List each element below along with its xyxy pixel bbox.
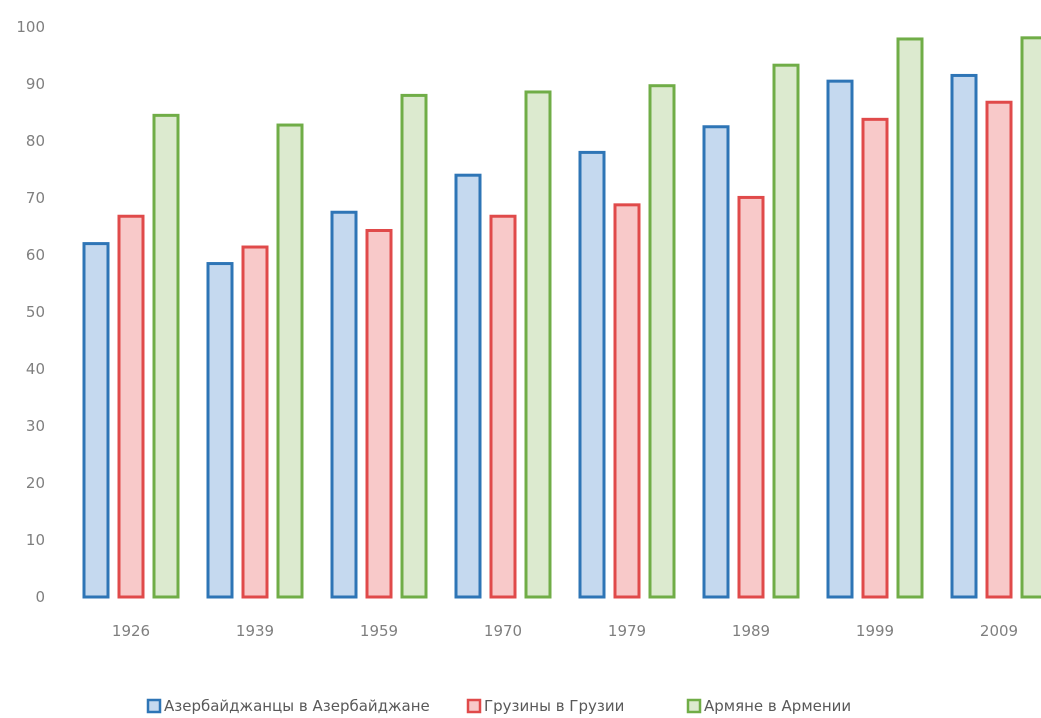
bar-1-1926: [82, 242, 110, 599]
bar-3-1926: [152, 113, 180, 599]
x-tick-label: 1989: [732, 622, 770, 640]
y-tick-label: 40: [26, 360, 45, 378]
bar-3-1939: [276, 123, 304, 599]
x-tick-label: 1970: [484, 622, 522, 640]
y-tick-label: 10: [26, 531, 45, 549]
legend-label-3: Армяне в Армении: [704, 697, 851, 715]
bar-3-1989: [772, 63, 800, 599]
bar-2-1989: [737, 195, 765, 599]
legend-swatch-1: [146, 698, 162, 714]
bar-3-1979: [648, 84, 676, 599]
bar-2-1939: [241, 245, 269, 599]
y-tick-label: 100: [16, 18, 45, 36]
y-tick-label: 20: [26, 474, 45, 492]
bar-1-1989: [702, 125, 730, 599]
x-tick-label: 1926: [112, 622, 150, 640]
y-tick-label: 80: [26, 132, 45, 150]
bar-2-1970: [489, 214, 517, 599]
bar-3-1999: [896, 37, 924, 599]
legend-label-2: Грузины в Грузии: [484, 697, 624, 715]
y-tick-label: 60: [26, 246, 45, 264]
y-tick-label: 50: [26, 303, 45, 321]
x-tick-label: 1999: [856, 622, 894, 640]
legend-label-1: Азербайджанцы в Азербайджане: [164, 697, 430, 715]
x-tick-label: 1959: [360, 622, 398, 640]
bar-2-1999: [861, 117, 889, 599]
bar-1-2009: [950, 73, 978, 599]
bar-1-1939: [206, 262, 234, 599]
bar-3-2009: [1020, 36, 1041, 599]
bar-3-1959: [400, 93, 428, 599]
x-tick-label: 1939: [236, 622, 274, 640]
bar-1-1979: [578, 150, 606, 599]
legend-swatch-2: [466, 698, 482, 714]
x-tick-label: 2009: [980, 622, 1018, 640]
y-tick-label: 0: [35, 588, 45, 606]
bar-2-2009: [985, 100, 1013, 599]
y-tick-label: 30: [26, 417, 45, 435]
y-tick-label: 70: [26, 189, 45, 207]
bar-2-1979: [613, 203, 641, 599]
x-tick-label: 1979: [608, 622, 646, 640]
y-tick-label: 90: [26, 75, 45, 93]
legend-swatch-3: [686, 698, 702, 714]
bar-2-1959: [365, 228, 393, 599]
bar-2-1926: [117, 214, 145, 599]
bar-1-1999: [826, 79, 854, 599]
bar-1-1970: [454, 173, 482, 599]
bar-3-1970: [524, 90, 552, 599]
bar-1-1959: [330, 210, 358, 599]
